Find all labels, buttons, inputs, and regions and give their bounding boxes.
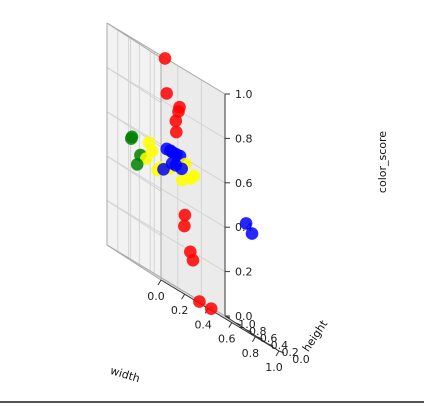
scatter-point — [160, 87, 173, 100]
z-tick-label: 0.8 — [235, 132, 253, 145]
x-axis-line — [160, 279, 280, 352]
y-tick-label: 1.0 — [238, 318, 256, 331]
z-tick-label: 0.0 — [235, 310, 253, 323]
data-points — [125, 52, 259, 316]
x-tick-mark — [275, 350, 280, 357]
y-tick-label: 0.0 — [292, 353, 310, 366]
x-tick-label: 0.2 — [171, 304, 189, 317]
pane-edge — [106, 22, 162, 59]
y-tick-label: 0.6 — [260, 332, 278, 345]
pane-edge — [106, 244, 162, 281]
pane-edge — [106, 244, 226, 317]
grid-line — [106, 200, 226, 273]
scatter-point — [130, 158, 144, 171]
axis-panes — [107, 23, 279, 351]
scatter-point — [165, 157, 179, 170]
scatter-point — [178, 219, 191, 233]
x-tick-mark — [228, 322, 233, 328]
scatter-point — [193, 295, 206, 308]
x-tick-label: 1.0 — [265, 361, 283, 374]
scatter-point — [170, 125, 183, 139]
z-tick-label: 1.0 — [235, 88, 253, 101]
tick-labels: 0.00.20.40.60.81.00.00.20.40.60.81.00.00… — [147, 88, 310, 374]
scatter-point — [166, 146, 179, 159]
z-axis-label: color_score — [376, 131, 389, 193]
scatter-point — [172, 105, 185, 118]
x-tick-mark — [157, 279, 162, 286]
y-tick-label: 0.8 — [249, 325, 267, 338]
grid-line — [106, 66, 162, 103]
y-tick-label: 0.4 — [271, 339, 289, 352]
y-tick-mark — [268, 343, 274, 347]
x-tick-label: 0.6 — [218, 333, 236, 346]
scatter-point — [245, 227, 259, 240]
x-tick-label: 0.0 — [147, 290, 165, 303]
scatter-point — [178, 208, 192, 222]
grid-line — [106, 66, 226, 139]
scatter-point — [142, 136, 156, 149]
grid-line — [106, 155, 162, 192]
scatter-point — [158, 52, 172, 65]
scatter-point — [204, 302, 218, 316]
z-tick-label: 0.2 — [235, 266, 253, 279]
y-tick-mark — [235, 322, 241, 326]
x-tick-label: 0.4 — [194, 318, 212, 331]
y-tick-label: 0.2 — [281, 346, 299, 359]
y-tick-mark — [246, 329, 252, 333]
scatter-point — [239, 217, 253, 230]
y-tick-mark — [278, 350, 285, 354]
scatter-point — [175, 162, 188, 176]
x-tick-mark — [181, 293, 186, 300]
pane-left — [107, 23, 161, 280]
scatter-point — [125, 132, 138, 145]
bottom-divider — [0, 401, 424, 403]
y-axis-label: height — [300, 317, 331, 354]
scatter-point — [186, 253, 200, 267]
y-tick-mark — [257, 336, 263, 340]
x-axis-label: width — [109, 364, 142, 385]
grid-line — [106, 155, 226, 228]
x-tick-label: 0.8 — [242, 347, 260, 360]
x-tick-mark — [251, 336, 256, 343]
scatter-point — [184, 172, 198, 185]
z-tick-label: 0.6 — [235, 177, 253, 190]
tick-marks — [157, 93, 285, 357]
grid-line — [106, 200, 162, 237]
